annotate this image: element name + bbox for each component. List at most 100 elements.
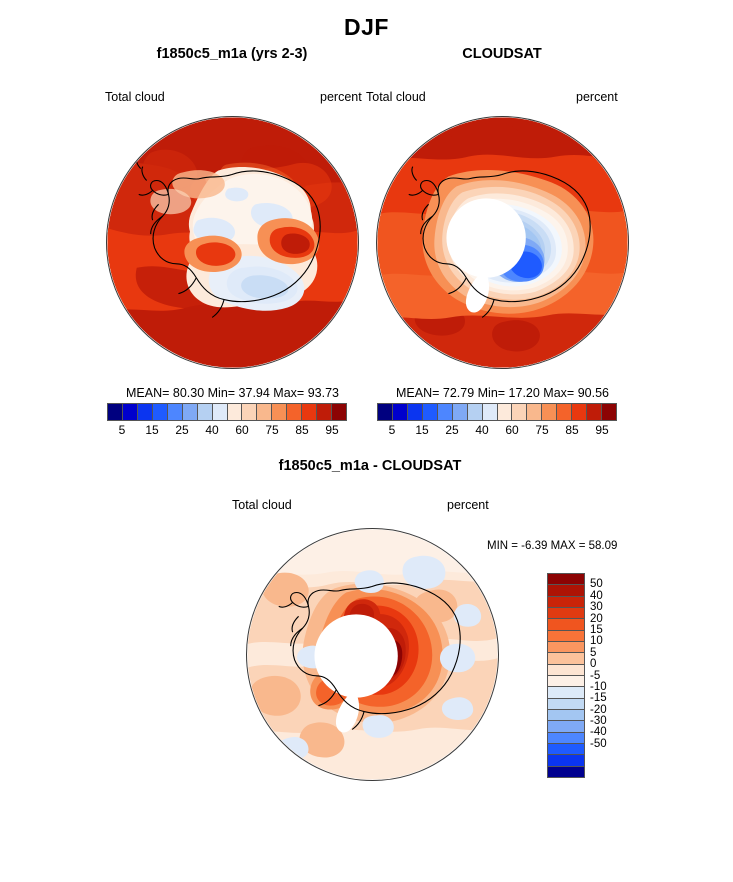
colorbar-tick-label: 20 [590, 612, 603, 625]
colorbar-swatch [197, 404, 213, 420]
colorbar-tick-label: 85 [565, 423, 579, 437]
colorbar-tick-label: 95 [595, 423, 609, 437]
colorbar-tick-label: 15 [145, 423, 159, 437]
obs-colorbar [377, 403, 617, 421]
difference-variable-label: Total cloud [232, 498, 292, 512]
difference-colorbar-ticks: 50 40 30 20 15 10 5 0 -5 -10 -15 -20 -30 -40 -50 [590, 573, 632, 778]
model-map-canvas [107, 117, 358, 368]
colorbar-swatch [548, 607, 584, 620]
colorbar-swatch [548, 574, 584, 586]
colorbar-swatch [452, 404, 468, 420]
colorbar-tick-label: -10 [590, 680, 607, 693]
model-variable-label: Total cloud [105, 90, 165, 104]
colorbar-swatch [378, 404, 393, 420]
colorbar-swatch [467, 404, 483, 420]
colorbar-swatch [548, 709, 584, 722]
colorbar-swatch [548, 698, 584, 710]
colorbar-tick-label: -40 [590, 726, 607, 739]
difference-panel-title: f1850c5_m1a - CLOUDSAT [278, 458, 462, 474]
colorbar-tick-label: 40 [590, 589, 603, 602]
colorbar-swatch [137, 404, 153, 420]
model-panel-title: f1850c5_m1a (yrs 2-3) [156, 46, 308, 62]
difference-stats-text: MIN = -6.39 MAX = 58.09 [487, 540, 618, 552]
colorbar-swatch [332, 404, 346, 420]
model-units-label: percent [320, 90, 362, 104]
colorbar-swatch [548, 596, 584, 608]
difference-polar-map [246, 528, 499, 781]
colorbar-tick-label: -5 [590, 669, 601, 682]
colorbar-swatch [572, 404, 588, 420]
colorbar-swatch [587, 404, 603, 420]
colorbar-swatch [437, 404, 453, 420]
colorbar-swatch [422, 404, 438, 420]
obs-panel-title: CLOUDSAT [462, 46, 542, 62]
colorbar-swatch [167, 404, 183, 420]
colorbar-swatch [548, 664, 584, 676]
colorbar-swatch [548, 675, 584, 688]
model-colorbar-ticks: 5 15 25 40 60 75 85 95 [107, 423, 347, 439]
colorbar-swatch [482, 404, 498, 420]
colorbar-tick-label: -20 [590, 703, 607, 716]
colorbar-swatch [497, 404, 513, 420]
colorbar-swatch [227, 404, 243, 420]
obs-colorbar-ticks: 5 15 25 40 60 75 85 95 [377, 423, 617, 439]
colorbar-tick-label: -15 [590, 692, 607, 705]
colorbar-tick-label: 40 [205, 423, 219, 437]
colorbar-swatch [122, 404, 138, 420]
colorbar-tick-label: 5 [388, 423, 396, 437]
obs-variable-label: Total cloud [366, 90, 426, 104]
difference-colorbar: 50 40 30 20 15 10 5 0 -5 -10 -15 -20 -30 -40 -50 [547, 573, 633, 778]
colorbar-swatch [548, 755, 584, 767]
colorbar-swatch [392, 404, 408, 420]
colorbar-tick-label: 25 [175, 423, 189, 437]
colorbar-swatch [548, 630, 584, 642]
colorbar-tick-label: 5 [118, 423, 126, 437]
colorbar-swatch [548, 743, 584, 756]
colorbar-swatch [242, 404, 258, 420]
colorbar-swatch [407, 404, 423, 420]
colorbar-swatch [512, 404, 528, 420]
colorbar-swatch [557, 404, 573, 420]
colorbar-tick-label: 95 [325, 423, 339, 437]
colorbar-tick-label: 0 [590, 658, 597, 671]
colorbar-swatch [602, 404, 616, 420]
colorbar-tick-label: 15 [415, 423, 429, 437]
colorbar-swatch [548, 641, 584, 654]
colorbar-tick-label: 15 [590, 623, 603, 636]
colorbar-tick-label: -30 [590, 715, 607, 728]
colorbar-tick-label: 30 [590, 601, 603, 614]
colorbar-tick-label: 50 [590, 578, 603, 591]
colorbar-tick-label: -50 [590, 737, 607, 750]
model-colorbar [107, 403, 347, 421]
colorbar-swatch [257, 404, 273, 420]
colorbar-swatch [108, 404, 123, 420]
colorbar-tick-label: 5 [590, 646, 597, 659]
difference-map-canvas [247, 529, 498, 780]
colorbar-tick-label: 60 [235, 423, 249, 437]
colorbar-swatch [152, 404, 168, 420]
model-polar-map [106, 116, 359, 369]
colorbar-swatch [548, 653, 584, 665]
model-stats-text: MEAN= 80.30 Min= 37.94 Max= 93.73 [126, 386, 339, 400]
colorbar-swatch [542, 404, 558, 420]
colorbar-swatch [548, 732, 584, 744]
colorbar-tick-label: 40 [475, 423, 489, 437]
colorbar-swatch [548, 766, 584, 777]
colorbar-swatch [548, 619, 584, 631]
figure-season-title: DJF [344, 14, 389, 40]
colorbar-tick-label: 60 [505, 423, 519, 437]
obs-colorbar-swatches [377, 403, 617, 421]
colorbar-swatch [548, 585, 584, 597]
colorbar-tick-label: 25 [445, 423, 459, 437]
colorbar-swatch [317, 404, 333, 420]
colorbar-tick-label: 10 [590, 635, 603, 648]
colorbar-swatch [527, 404, 543, 420]
model-colorbar-swatches [107, 403, 347, 421]
obs-units-label: percent [576, 90, 618, 104]
obs-polar-map [376, 116, 629, 369]
colorbar-swatch [548, 721, 584, 733]
colorbar-tick-label: 85 [295, 423, 309, 437]
colorbar-swatch [287, 404, 303, 420]
colorbar-tick-label: 75 [265, 423, 279, 437]
colorbar-swatch [302, 404, 318, 420]
